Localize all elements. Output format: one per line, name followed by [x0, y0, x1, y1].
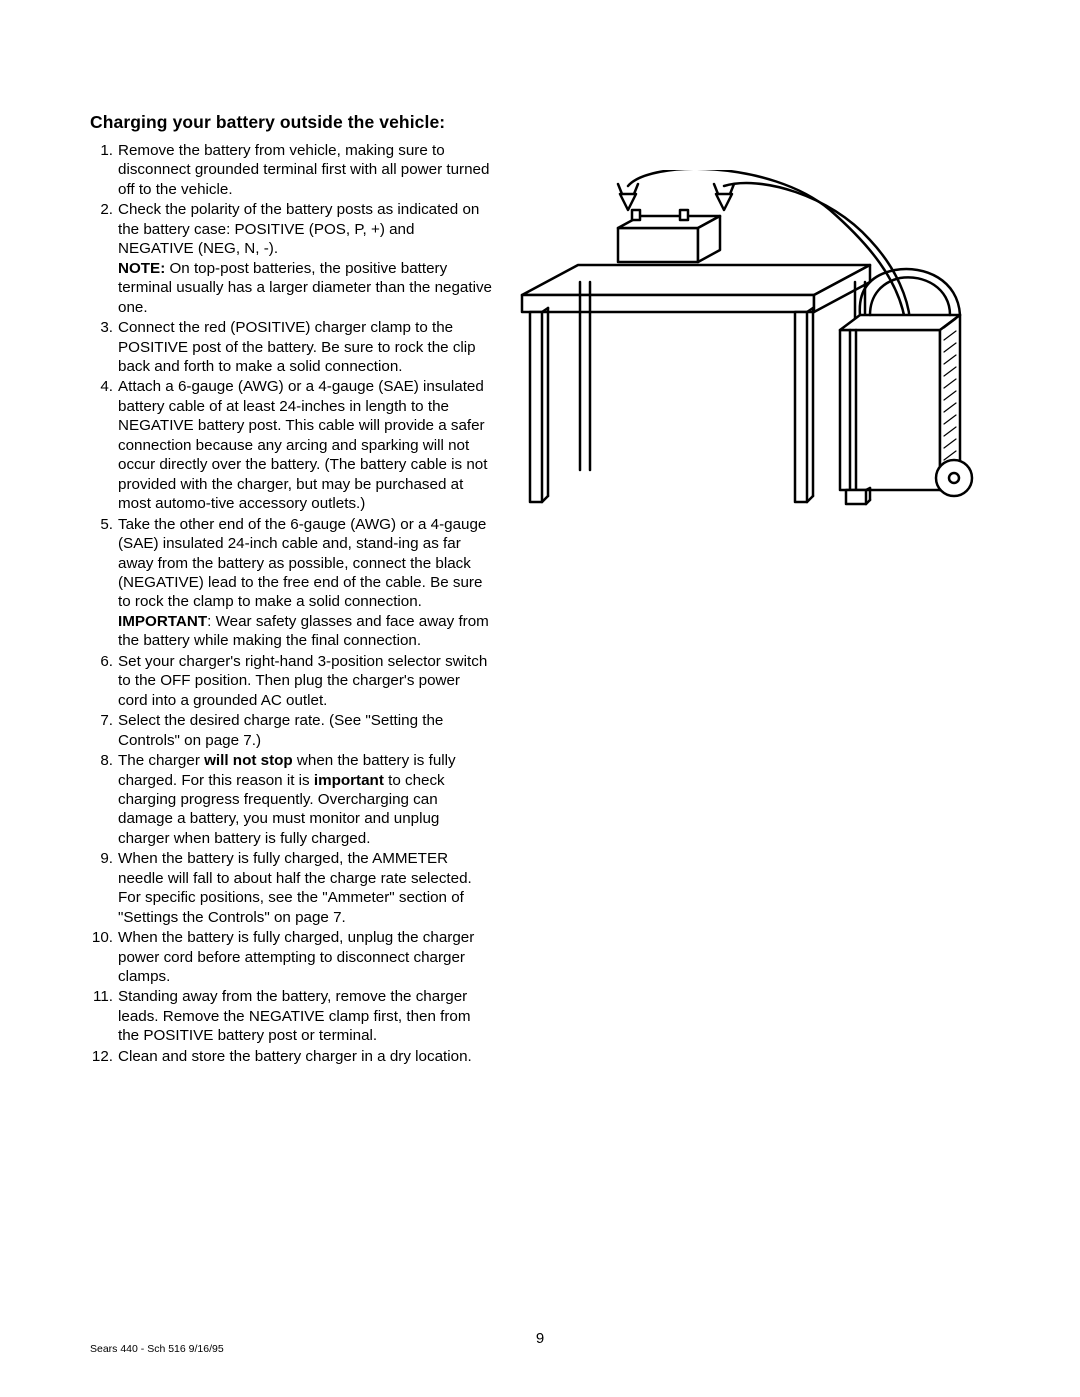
step-text: Attach a 6-gauge (AWG) or a 4-gauge (SAE… [118, 377, 492, 513]
step-text: When the battery is fully charged, the A… [118, 849, 492, 927]
step-number: 9. [90, 849, 118, 927]
step-number: 5. [90, 515, 118, 651]
step-text: The charger will not stop when the batte… [118, 751, 492, 848]
step-number: 7. [90, 711, 118, 750]
step-item: 12.Clean and store the battery charger i… [90, 1047, 492, 1066]
illustration-column [510, 112, 990, 1067]
content-columns: Charging your battery outside the vehicl… [90, 112, 990, 1067]
step-item: 9.When the battery is fully charged, the… [90, 849, 492, 927]
step-text: Select the desired charge rate. (See "Se… [118, 711, 492, 750]
step-text: Clean and store the battery charger in a… [118, 1047, 492, 1066]
step-number: 11. [90, 987, 118, 1045]
step-item: 4.Attach a 6-gauge (AWG) or a 4-gauge (S… [90, 377, 492, 513]
step-text: Check the polarity of the battery posts … [118, 200, 492, 317]
step-number: 3. [90, 318, 118, 376]
step-number: 4. [90, 377, 118, 513]
manual-page: Charging your battery outside the vehicl… [0, 0, 1080, 1397]
charger-table-illustration [510, 170, 980, 540]
step-number: 8. [90, 751, 118, 848]
step-text: Take the other end of the 6-gauge (AWG) … [118, 515, 492, 651]
instructions-column: Charging your battery outside the vehicl… [90, 112, 492, 1067]
section-heading: Charging your battery outside the vehicl… [90, 112, 492, 133]
steps-list: 1.Remove the battery from vehicle, makin… [90, 141, 492, 1066]
step-item: 5.Take the other end of the 6-gauge (AWG… [90, 515, 492, 651]
step-text: Remove the battery from vehicle, making … [118, 141, 492, 199]
step-number: 2. [90, 200, 118, 317]
step-item: 7.Select the desired charge rate. (See "… [90, 711, 492, 750]
step-item: 1.Remove the battery from vehicle, makin… [90, 141, 492, 199]
step-number: 10. [90, 928, 118, 986]
step-item: 8.The charger will not stop when the bat… [90, 751, 492, 848]
step-number: 12. [90, 1047, 118, 1066]
step-item: 2.Check the polarity of the battery post… [90, 200, 492, 317]
step-item: 10.When the battery is fully charged, un… [90, 928, 492, 986]
step-item: 11.Standing away from the battery, remov… [90, 987, 492, 1045]
step-text: Standing away from the battery, remove t… [118, 987, 492, 1045]
step-number: 1. [90, 141, 118, 199]
step-item: 6.Set your charger's right-hand 3-positi… [90, 652, 492, 710]
step-text: When the battery is fully charged, unplu… [118, 928, 492, 986]
step-text: Set your charger's right-hand 3-position… [118, 652, 492, 710]
step-item: 3.Connect the red (POSITIVE) charger cla… [90, 318, 492, 376]
step-text: Connect the red (POSITIVE) charger clamp… [118, 318, 492, 376]
step-number: 6. [90, 652, 118, 710]
document-footer-id: Sears 440 - Sch 516 9/16/95 [90, 1343, 224, 1355]
